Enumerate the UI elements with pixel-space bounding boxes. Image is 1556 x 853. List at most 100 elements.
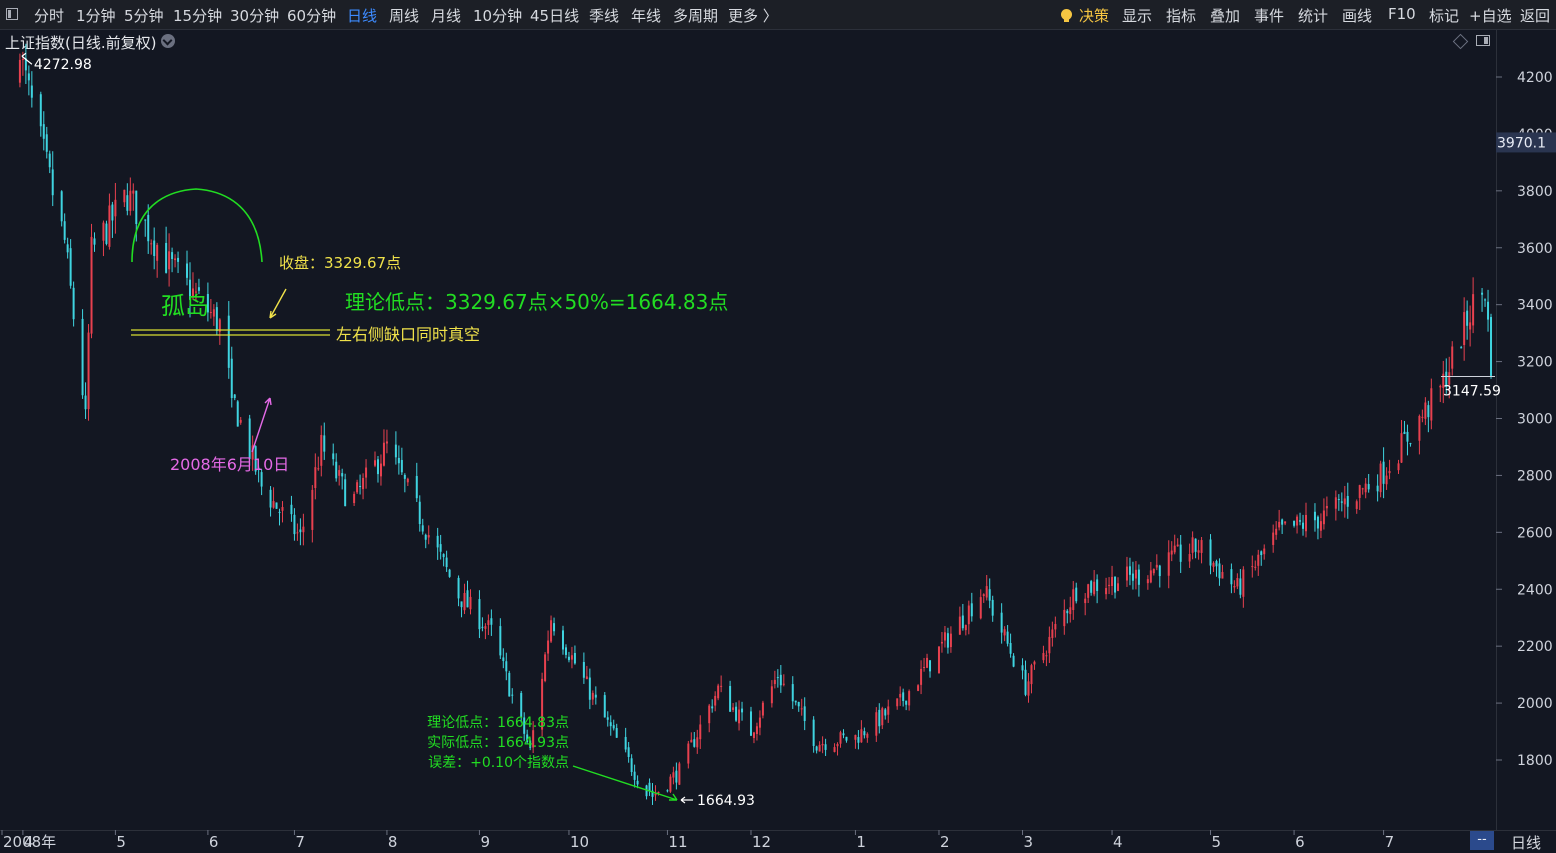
candle-body: [1334, 497, 1337, 509]
candle-body: [1051, 629, 1054, 638]
candle-body: [296, 532, 299, 534]
period-tab-5[interactable]: 60分钟: [287, 7, 337, 25]
candle-body: [311, 489, 314, 530]
period-tab-10[interactable]: 45日线: [530, 7, 580, 25]
layout-toggle-icon[interactable]: [6, 8, 18, 20]
candle-body: [988, 589, 991, 601]
candle-body: [415, 475, 418, 499]
high-arrow: [21, 52, 33, 65]
candle-body: [382, 442, 385, 466]
candle-body: [281, 507, 284, 511]
period-tab-14[interactable]: 更多 〉: [728, 7, 778, 25]
candle-body: [648, 782, 651, 792]
candle-body: [1254, 566, 1257, 568]
candle-body: [1063, 609, 1066, 627]
candle-body: [460, 601, 463, 608]
candle-body: [1105, 588, 1108, 595]
tool-item-10[interactable]: 返回: [1520, 7, 1551, 25]
candle-body: [376, 459, 379, 475]
candle-body: [1188, 554, 1191, 562]
candle-body: [1361, 488, 1364, 490]
candle-body: [821, 743, 824, 746]
candle-body: [1066, 610, 1069, 614]
period-tab-3[interactable]: 15分钟: [173, 7, 223, 25]
candle-body: [881, 708, 884, 726]
candle-body: [236, 401, 239, 427]
candle-body: [102, 222, 105, 241]
tool-item-7[interactable]: F10: [1388, 5, 1416, 23]
candle-body: [624, 736, 627, 750]
axis-badge[interactable]: --: [1470, 831, 1494, 850]
candle-body: [690, 739, 693, 743]
candle-body: [1024, 669, 1027, 695]
candle-body: [418, 501, 421, 525]
candle-body: [424, 534, 427, 540]
candle-body: [547, 640, 550, 654]
candle-body: [1131, 573, 1134, 581]
tool-item-8[interactable]: 标记: [1429, 7, 1460, 25]
candle-body: [421, 525, 424, 532]
candle-body: [633, 771, 636, 780]
tool-item-4[interactable]: 事件: [1254, 7, 1285, 25]
candle-body: [1382, 461, 1385, 484]
candle-body: [761, 702, 764, 716]
candle-body: [985, 586, 988, 598]
candle-body: [1236, 577, 1239, 587]
tool-item-3[interactable]: 叠加: [1210, 7, 1241, 25]
candle-body: [323, 435, 326, 452]
candle-body: [90, 236, 93, 334]
period-tab-9[interactable]: 10分钟: [473, 7, 523, 25]
candle-body: [508, 672, 511, 697]
candle-body: [1275, 528, 1278, 535]
candle-body: [1427, 405, 1430, 418]
candle-body: [1209, 539, 1212, 566]
candle-body: [69, 248, 72, 286]
tool-item-2[interactable]: 指标: [1166, 7, 1197, 25]
result-arrow: [572, 765, 678, 801]
period-tab-7[interactable]: 周线: [389, 7, 420, 25]
period-tab-6[interactable]: 日线: [347, 7, 378, 25]
candle-body: [1158, 565, 1161, 577]
panel-toggle-icon[interactable]: [1476, 35, 1490, 46]
period-tab-4[interactable]: 30分钟: [230, 7, 280, 25]
period-tab-13[interactable]: 多周期: [673, 7, 719, 25]
candle-body: [738, 709, 741, 724]
candle-body: [1134, 569, 1137, 579]
candle-body: [293, 514, 296, 535]
candle-body: [1027, 681, 1030, 696]
tool-item-6[interactable]: 画线: [1342, 7, 1373, 25]
candle-body: [561, 630, 564, 650]
candle-body: [1466, 310, 1469, 326]
candle-body: [1385, 475, 1388, 485]
period-tab-2[interactable]: 5分钟: [124, 7, 164, 25]
period-tab-12[interactable]: 年线: [631, 7, 662, 25]
candle-body: [63, 221, 66, 240]
tool-item-5[interactable]: 统计: [1298, 7, 1329, 25]
candle-body: [194, 291, 197, 293]
tool-item-9[interactable]: +自选: [1469, 7, 1512, 25]
candle-body: [717, 685, 720, 699]
candle-body: [1278, 521, 1281, 528]
chevron-down-icon[interactable]: [161, 34, 175, 48]
candle-body: [427, 535, 430, 538]
candle-body: [1322, 510, 1325, 525]
candle-body: [1149, 570, 1152, 583]
candle-body: [365, 467, 368, 478]
x-tick-label: 9: [480, 833, 490, 850]
candle-body: [940, 641, 943, 644]
candle-body: [1439, 385, 1442, 388]
period-label[interactable]: 日线: [1511, 834, 1542, 852]
period-tab-8[interactable]: 月线: [431, 7, 462, 25]
tool-item-1[interactable]: 显示: [1122, 7, 1153, 25]
tool-item-0[interactable]: 决策: [1079, 7, 1110, 25]
candle-body: [1000, 612, 1003, 633]
candle-body: [188, 279, 191, 300]
period-tab-0[interactable]: 分时: [34, 7, 65, 25]
candle-body: [526, 734, 529, 742]
period-tab-11[interactable]: 季线: [589, 7, 620, 25]
candle-body: [529, 740, 532, 748]
candle-body: [1167, 552, 1170, 576]
candle-body: [645, 785, 648, 797]
period-tab-1[interactable]: 1分钟: [76, 7, 116, 25]
candle-body: [1358, 485, 1361, 498]
